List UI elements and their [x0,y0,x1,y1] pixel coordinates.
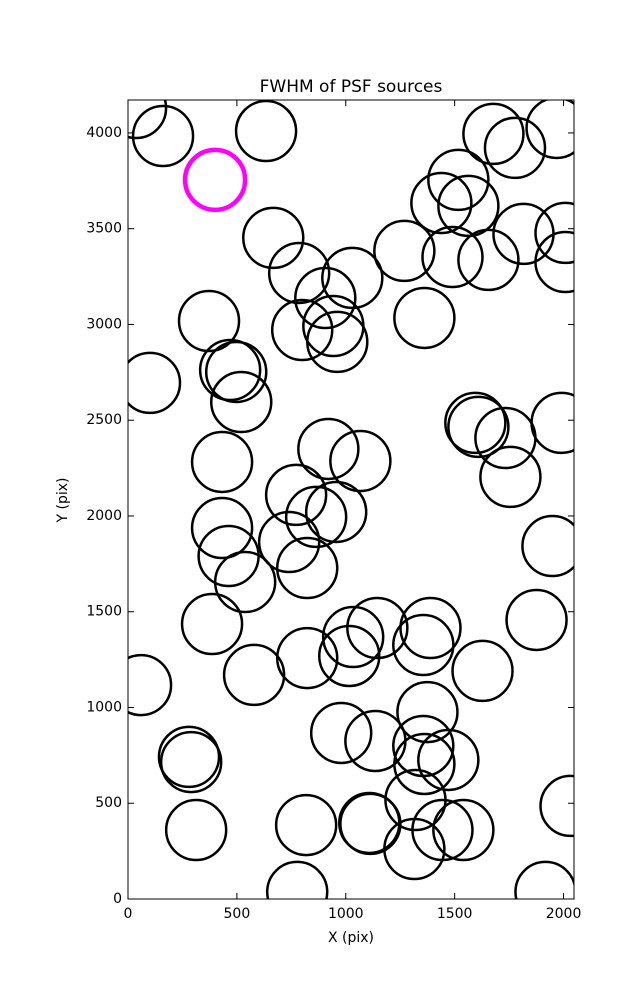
source-circle [383,817,446,881]
source-circle [297,417,360,481]
chart-title: FWHM of PSF sources [260,77,443,97]
source-circle [270,298,334,362]
source-circle [462,102,525,166]
source-circle [457,228,520,292]
source-circle [284,485,348,549]
source-circle [204,340,268,404]
source-circle [417,728,480,792]
source-circle [190,496,254,560]
y-tick-label: 4000 [86,125,122,141]
source-circle [198,338,262,402]
source-circle [346,596,409,660]
source-circle [318,624,381,688]
source-circle [392,613,455,677]
source-circle [309,701,373,765]
source-circle [421,225,484,289]
source-circle [534,201,574,265]
source-circle [321,246,384,310]
source-circle [427,148,490,212]
x-tick-label: 500 [224,906,251,922]
x-tick-label: 0 [124,906,133,922]
source-circle [182,147,248,213]
y-tick-label: 3000 [86,316,122,332]
source-circle [483,116,547,180]
source-circle [539,774,574,838]
y-tick-label: 3500 [86,221,122,237]
source-circle [396,680,459,744]
source-circle [437,174,500,238]
source-circle [530,391,574,455]
source-circle [321,605,385,669]
source-circle [329,429,392,493]
source-circle [157,725,221,789]
x-tick-label: 1000 [328,906,364,922]
source-circle [444,391,507,455]
source-circle [267,241,331,305]
y-tick-label: 500 [95,795,122,811]
source-circle [222,643,286,707]
x-tick-label: 1500 [437,906,473,922]
source-circle [393,732,456,796]
source-circle [432,798,495,862]
source-circle [177,289,241,353]
source-circle [274,793,338,857]
plot-frame [127,99,575,900]
source-circle [159,730,223,794]
x-axis-label: X (pix) [328,930,374,946]
source-circle [505,588,568,652]
source-circle [344,709,407,773]
y-tick-label: 1500 [86,604,122,620]
y-tick-label: 2000 [86,508,122,524]
source-circle [209,370,273,434]
source-circle [304,480,368,544]
y-tick-label: 2500 [86,412,122,428]
source-circle [128,100,168,140]
plot-area [128,100,574,899]
y-axis-label: Y (pix) [55,478,71,524]
source-circle [339,792,402,856]
source-circle [399,596,462,660]
source-circle [521,514,574,578]
source-circle [294,266,357,330]
y-tick-label: 0 [113,891,122,907]
source-circle [479,445,542,509]
source-circle [392,714,455,778]
source-circle [190,430,254,494]
source-circle [234,100,298,163]
source-circle [164,798,228,862]
source-circle [451,639,514,703]
source-circle [525,100,574,160]
source-circle [447,395,510,459]
source-circle [128,351,182,415]
x-tick-label: 2000 [546,906,582,922]
source-circle [514,860,574,899]
source-circle [306,310,369,374]
source-circle [242,206,305,270]
source-circle [265,860,329,899]
source-circle [131,104,195,168]
y-tick-label: 1000 [86,699,122,715]
source-circle [128,653,173,717]
source-circle [393,286,456,350]
source-circle [180,592,244,656]
source-circle [275,536,339,600]
source-circle [275,626,339,690]
source-circle [410,171,473,235]
source-circle [257,510,321,574]
source-circle [534,230,574,294]
source-circle [264,463,328,527]
source-circle [373,219,436,283]
source-circle [213,550,277,614]
